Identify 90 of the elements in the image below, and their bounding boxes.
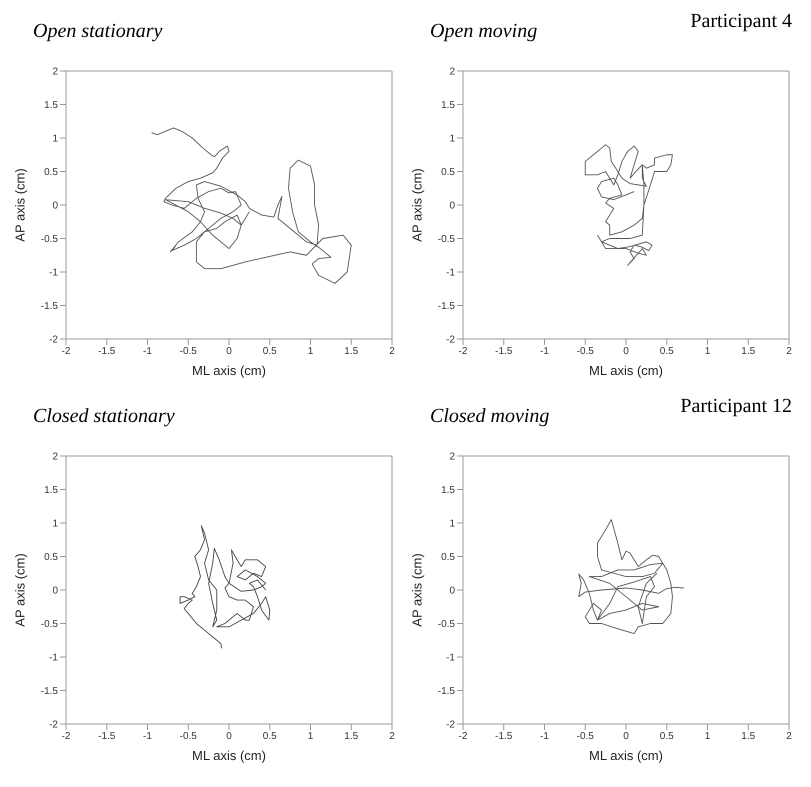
y-tick-label: -1.5 <box>438 301 456 312</box>
x-tick-label: 1 <box>704 731 711 742</box>
x-tick-label: 2 <box>786 346 792 358</box>
x-tick-label: 2 <box>786 731 792 742</box>
y-tick-label: 0.5 <box>441 167 456 178</box>
y-tick-label: -2 <box>49 334 58 346</box>
y-tick-label: -1.5 <box>40 686 58 698</box>
y-tick-label: 0.5 <box>441 552 456 564</box>
x-tick-label: 2 <box>389 346 396 358</box>
y-tick-label: 1 <box>52 134 58 145</box>
y-tick-label: -1 <box>49 268 58 279</box>
y-tick-label: 0 <box>52 586 58 597</box>
x-tick-label: -0.5 <box>180 731 198 742</box>
y-tick-label: 1 <box>449 134 456 145</box>
line-series <box>578 519 684 634</box>
y-tick-label: 0.5 <box>44 552 58 564</box>
x-tick-label: 1 <box>308 731 314 742</box>
x-tick-label: 0.5 <box>262 346 278 358</box>
x-tick-label: -1 <box>143 346 152 358</box>
x-tick-label: 0 <box>226 346 232 358</box>
x-tick-label: -2 <box>62 346 71 358</box>
x-tick-label: -1.5 <box>98 346 116 358</box>
y-tick-label: -2 <box>446 334 456 346</box>
y-tick-label: -1 <box>446 652 456 664</box>
y-axis-title: AP axis (cm) <box>410 553 425 627</box>
y-tick-label: 1.5 <box>44 485 58 496</box>
x-axis-title: ML axis (cm) <box>589 748 663 763</box>
y-tick-label: 1 <box>52 518 58 530</box>
y-tick-label: 0.5 <box>44 167 58 178</box>
x-tick-label: -0.5 <box>180 346 198 358</box>
x-tick-label: 0.5 <box>660 731 674 742</box>
chart-title: Open stationary <box>33 20 162 43</box>
x-tick-label: 0.5 <box>262 731 278 742</box>
y-tick-label: 2 <box>52 452 58 463</box>
x-tick-label: -2 <box>458 731 468 742</box>
y-tick-label: 1 <box>449 518 456 530</box>
line-series <box>151 128 352 284</box>
line-series <box>584 144 673 266</box>
y-tick-label: 1.5 <box>44 100 58 112</box>
x-tick-label: 1.5 <box>344 731 359 742</box>
x-tick-label: 0.5 <box>660 346 674 358</box>
y-axis-title: AP axis (cm) <box>12 553 28 627</box>
x-tick-label: -1 <box>143 731 152 742</box>
x-tick-label: -2 <box>458 346 468 358</box>
x-tick-label: 1.5 <box>741 731 756 742</box>
y-tick-label: 1.5 <box>441 100 456 112</box>
x-tick-label: -1.5 <box>495 731 513 742</box>
y-tick-label: -1.5 <box>438 686 456 698</box>
x-tick-label: -2 <box>62 731 71 742</box>
y-tick-label: -2 <box>49 720 58 731</box>
y-tick-label: -1 <box>446 268 456 279</box>
x-tick-label: 0 <box>226 731 232 742</box>
y-tick-label: -1 <box>49 652 58 664</box>
y-tick-label: -1.5 <box>40 301 58 312</box>
x-tick-label: 1.5 <box>741 346 756 358</box>
x-tick-label: -1 <box>540 346 550 358</box>
x-tick-label: -1.5 <box>495 346 513 358</box>
x-axis-title: ML axis (cm) <box>589 363 663 378</box>
x-tick-label: 1 <box>308 346 314 358</box>
x-tick-label: -0.5 <box>576 731 594 742</box>
x-axis-title: ML axis (cm) <box>192 748 266 763</box>
y-tick-label: 0 <box>449 200 456 212</box>
y-tick-label: 0 <box>52 200 58 212</box>
x-tick-label: 1.5 <box>344 346 359 358</box>
x-tick-label: 2 <box>389 731 396 742</box>
x-tick-label: 0 <box>623 346 630 358</box>
y-axis-title: AP axis (cm) <box>12 168 28 242</box>
y-tick-label: -0.5 <box>438 619 456 630</box>
text: Participant 12 <box>680 395 792 418</box>
chart-title: Closed stationary <box>33 405 175 428</box>
line-series <box>180 525 270 649</box>
y-tick-label: 2 <box>449 452 456 463</box>
y-tick-label: -2 <box>446 720 456 731</box>
x-axis-title: ML axis (cm) <box>192 363 266 378</box>
x-tick-label: 1 <box>704 346 711 358</box>
y-tick-label: -0.5 <box>438 234 456 246</box>
x-tick-label: 0 <box>623 731 630 742</box>
text: Participant 4 <box>690 10 792 33</box>
y-tick-label: 1.5 <box>441 485 456 496</box>
y-tick-label: 2 <box>449 66 456 78</box>
chart-title: Closed moving <box>430 405 550 428</box>
x-tick-label: -0.5 <box>576 346 594 358</box>
y-tick-label: 0 <box>449 586 456 597</box>
y-tick-label: -0.5 <box>40 234 58 246</box>
x-tick-label: -1.5 <box>98 731 116 742</box>
chart-title: Open moving <box>430 20 538 43</box>
y-axis-title: AP axis (cm) <box>410 168 425 242</box>
y-tick-label: -0.5 <box>40 619 58 630</box>
x-tick-label: -1 <box>540 731 550 742</box>
y-tick-label: 2 <box>52 66 58 78</box>
